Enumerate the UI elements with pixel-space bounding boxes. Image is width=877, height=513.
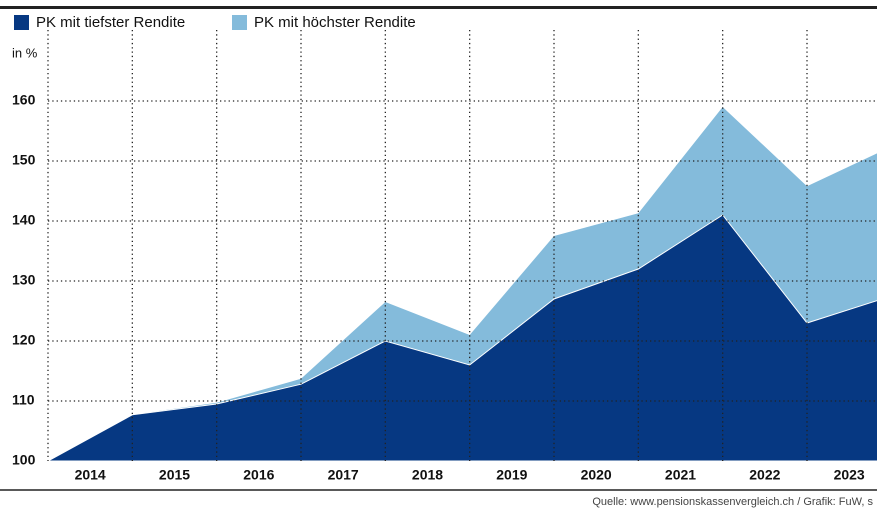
legend-label: PK mit höchster Rendite [254,14,416,31]
source: Quelle: www.pensionskassenvergleich.ch /… [592,496,873,508]
legend-swatch [232,15,247,30]
x-tick-label: 2014 [75,467,106,483]
y-tick-label: 140 [12,212,36,228]
y-tick-label: 120 [12,332,36,348]
y-tick-label: 130 [12,272,36,288]
x-tick-label: 2018 [412,467,443,483]
y-tick-label: 100 [12,452,36,468]
x-tick-label: 2015 [159,467,190,483]
y-tick-label: 150 [12,152,36,168]
y-tick-label: 110 [12,392,35,408]
legend-label: PK mit tiefster Rendite [36,14,185,31]
top-rule [0,6,877,9]
y-axis-label: in % [12,45,38,60]
area [48,214,877,461]
x-tick-label: 2023 [834,467,865,483]
x-tick-label: 2017 [328,467,359,483]
x-tick-label: 2021 [665,467,696,483]
x-tick-label: 2020 [581,467,612,483]
x-tick-label: 2019 [496,467,527,483]
legend-swatch [14,15,29,30]
x-tick-label: 2016 [243,467,274,483]
y-tick-label: 160 [12,92,36,108]
x-tick-label: 2022 [749,467,780,483]
